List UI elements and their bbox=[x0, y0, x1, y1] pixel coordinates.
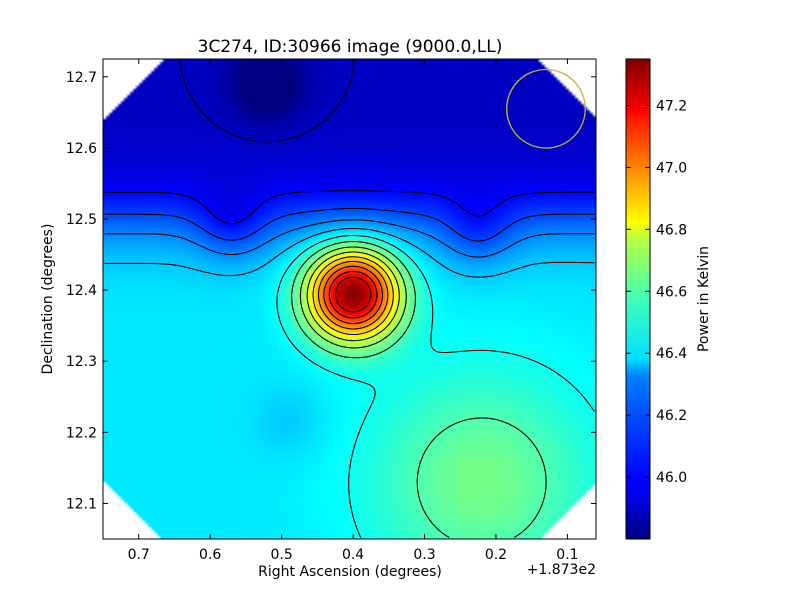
y-tick-label: 12.3 bbox=[66, 354, 97, 370]
y-tick-label: 12.4 bbox=[66, 283, 97, 299]
x-tick-label: 0.5 bbox=[270, 547, 292, 563]
x-axis-ticks: 0.7 0.6 0.5 0.4 0.3 0.2 0.1 bbox=[128, 59, 579, 563]
contour-level bbox=[306, 251, 400, 342]
colorbar-tick-label: 46.0 bbox=[656, 470, 687, 486]
plot-frame bbox=[102, 58, 597, 540]
contour-level bbox=[317, 260, 389, 330]
contour-level bbox=[334, 276, 372, 313]
y-tick-label: 12.2 bbox=[66, 425, 97, 441]
contour-level bbox=[291, 240, 547, 538]
contour-level bbox=[328, 270, 378, 319]
colorbar-ticks: 46.0 46.2 46.4 46.6 46.8 47.0 47.2 bbox=[626, 98, 687, 486]
colorbar-tick-label: 47.0 bbox=[656, 160, 687, 176]
y-axis-ticks: 12.1 12.2 12.3 12.4 12.5 12.6 12.7 bbox=[66, 70, 596, 512]
colorbar-tick-label: 46.4 bbox=[656, 346, 687, 362]
x-tick-label: 0.6 bbox=[199, 547, 221, 563]
colorbar-label: Power in Kelvin bbox=[696, 246, 712, 352]
colorbar bbox=[625, 58, 651, 540]
x-tick-label: 0.7 bbox=[128, 547, 150, 563]
x-tick-label: 0.4 bbox=[342, 547, 364, 563]
contour-lines bbox=[104, 60, 595, 538]
contour-level bbox=[312, 256, 394, 336]
contour-level bbox=[179, 60, 355, 143]
heatmap-image bbox=[103, 59, 596, 539]
x-axis-label: Right Ascension (degrees) bbox=[258, 564, 442, 580]
chart-title: 3C274, ID:30966 image (9000.0,LL) bbox=[198, 37, 503, 57]
y-tick-label: 12.5 bbox=[66, 212, 97, 228]
colorbar-tick-label: 46.8 bbox=[656, 222, 687, 238]
y-tick-label: 12.7 bbox=[66, 70, 97, 86]
contour-level bbox=[104, 227, 595, 278]
colorbar-tick-label: 46.6 bbox=[656, 284, 687, 300]
x-offset-label: +1.873e2 bbox=[527, 562, 596, 578]
contour-level bbox=[104, 190, 595, 225]
x-tick-label: 0.1 bbox=[556, 547, 578, 563]
x-tick-label: 0.3 bbox=[413, 547, 435, 563]
y-tick-label: 12.6 bbox=[66, 141, 97, 157]
beam-circle bbox=[506, 68, 586, 149]
x-tick-label: 0.2 bbox=[485, 547, 507, 563]
contour-level bbox=[104, 219, 595, 258]
contour-level bbox=[276, 234, 595, 538]
y-axis-label: Declination (degrees) bbox=[40, 224, 56, 375]
y-tick-label: 12.1 bbox=[66, 496, 97, 512]
contour-level bbox=[299, 246, 407, 349]
colorbar-tick-label: 46.2 bbox=[656, 408, 687, 424]
contour-level bbox=[323, 265, 384, 325]
colorbar-tick-label: 47.2 bbox=[656, 98, 687, 114]
contour-level bbox=[104, 207, 595, 242]
